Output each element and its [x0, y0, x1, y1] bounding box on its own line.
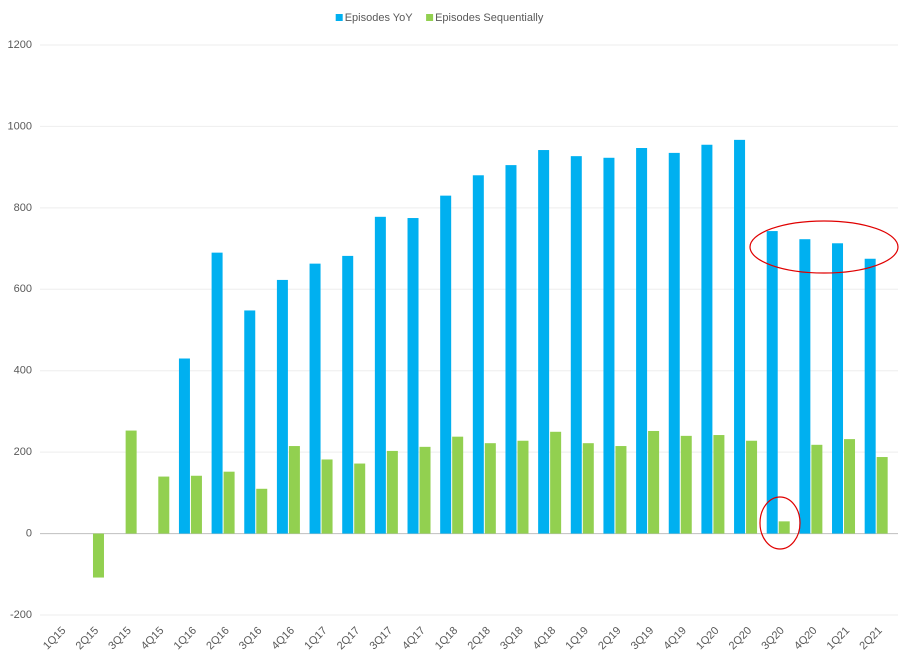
bar — [864, 258, 876, 534]
bar — [668, 152, 680, 534]
x-tick-label: 2Q20 — [727, 625, 755, 653]
bar — [276, 279, 288, 534]
bar — [680, 435, 692, 534]
y-tick-label: 0 — [26, 527, 32, 539]
bar — [615, 446, 627, 534]
y-tick-label: 1000 — [8, 120, 32, 132]
bar — [811, 444, 823, 534]
bar — [407, 218, 419, 534]
x-tick-label: 1Q17 — [302, 625, 330, 653]
bar — [321, 459, 333, 534]
bar — [746, 440, 758, 534]
x-tick-label: 1Q15 — [41, 625, 69, 653]
highlight-ellipse — [749, 220, 899, 274]
y-tick-label: -200 — [10, 609, 32, 621]
bar — [419, 446, 431, 534]
bar — [582, 443, 594, 534]
x-tick-label: 2Q18 — [465, 625, 493, 653]
y-tick-label: 1200 — [8, 39, 32, 51]
bar — [244, 310, 256, 534]
bar — [876, 457, 888, 534]
bar — [452, 436, 464, 534]
bar — [342, 255, 354, 534]
x-tick-label: 1Q20 — [694, 625, 722, 653]
x-tick-label: 3Q17 — [368, 625, 396, 653]
x-tick-label: 2Q21 — [857, 625, 885, 653]
bar — [256, 488, 268, 534]
y-tick-label: 600 — [14, 283, 32, 295]
x-tick-label: 1Q19 — [563, 625, 591, 653]
x-tick-label: 4Q16 — [270, 625, 298, 653]
x-tick-label: 3Q19 — [629, 625, 657, 653]
highlight-ellipse — [759, 496, 801, 550]
bar — [550, 431, 562, 534]
x-tick-label: 4Q20 — [792, 625, 820, 653]
legend-swatch — [335, 14, 343, 21]
bar — [505, 165, 517, 534]
x-tick-label: 2Q15 — [74, 625, 102, 653]
bar — [354, 463, 366, 534]
bar — [374, 216, 386, 534]
x-tick-label: 4Q18 — [531, 625, 559, 653]
bar — [570, 156, 582, 534]
x-tick-label: 4Q19 — [661, 625, 689, 653]
x-tick-label: 3Q20 — [759, 625, 787, 653]
bar — [603, 157, 615, 534]
bar — [288, 446, 300, 534]
x-tick-label: 3Q16 — [237, 625, 265, 653]
bar — [648, 430, 660, 534]
legend-label: Episodes YoY — [345, 12, 414, 24]
bar — [158, 476, 170, 534]
bar — [734, 139, 746, 534]
bar — [799, 239, 811, 534]
x-tick-label: 4Q15 — [139, 625, 167, 653]
y-tick-label: 400 — [14, 365, 32, 377]
x-tick-label: 2Q19 — [596, 625, 624, 653]
x-tick-label: 3Q18 — [498, 625, 526, 653]
legend: Episodes YoY Episodes Sequentially — [335, 12, 544, 24]
x-tick-label: 2Q17 — [335, 625, 363, 653]
bar — [701, 144, 713, 534]
bar — [484, 443, 496, 534]
bar — [190, 475, 202, 534]
bar — [309, 263, 321, 534]
bar — [832, 243, 844, 534]
bar — [538, 150, 550, 534]
bar — [766, 231, 778, 534]
bar — [517, 440, 529, 534]
x-tick-label: 1Q18 — [433, 625, 461, 653]
bar — [125, 430, 137, 534]
bar — [844, 439, 856, 534]
y-tick-label: 200 — [14, 446, 32, 458]
x-tick-label: 1Q16 — [172, 625, 200, 653]
bar — [223, 471, 235, 534]
legend-swatch — [426, 14, 434, 21]
x-tick-label: 3Q15 — [106, 625, 134, 653]
bar — [92, 533, 104, 578]
bar — [472, 175, 484, 534]
bar — [440, 195, 452, 534]
bar — [636, 148, 648, 534]
bar — [386, 450, 398, 534]
bar — [178, 358, 190, 534]
x-tick-label: 1Q21 — [825, 625, 853, 653]
x-tick-label: 2Q16 — [204, 625, 232, 653]
bar — [778, 521, 790, 534]
bar — [211, 252, 223, 534]
legend-label: Episodes Sequentially — [435, 12, 544, 24]
bar — [713, 435, 725, 534]
x-tick-label: 4Q17 — [400, 625, 428, 653]
y-tick-label: 800 — [14, 202, 32, 214]
